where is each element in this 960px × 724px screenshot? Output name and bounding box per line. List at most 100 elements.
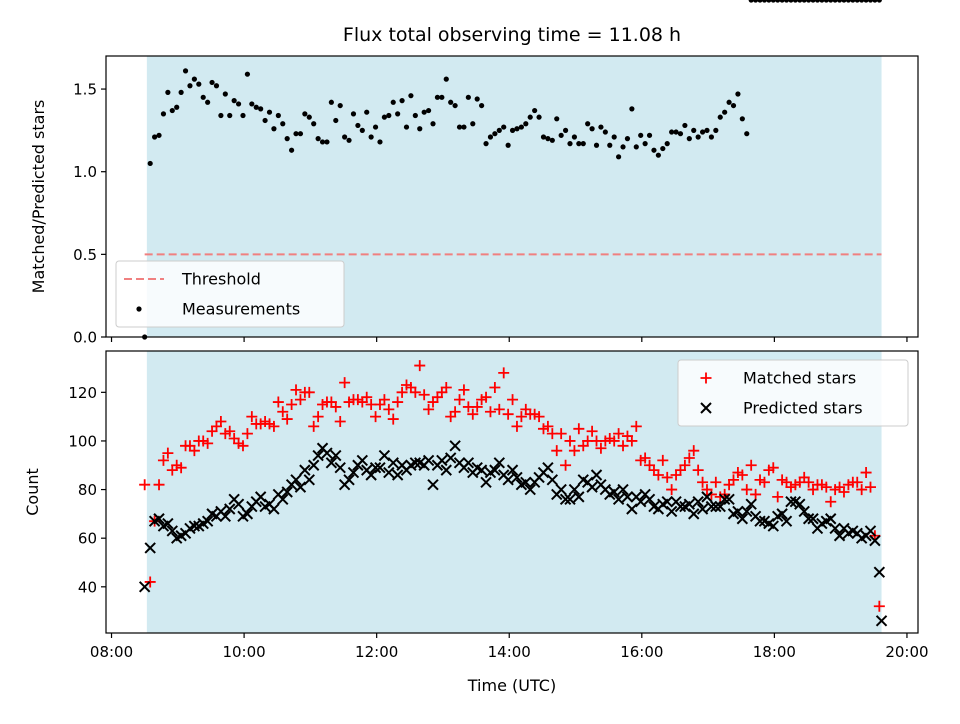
- predicted-stars-point: [661, 496, 673, 508]
- measurement-point: [554, 116, 560, 122]
- measurement-point: [624, 136, 631, 142]
- predicted-stars-point: [369, 461, 382, 474]
- count-panel: 40 60 80 100 120 08:00 10:00 12:00 14:00 16:00 18:…: [23, 351, 929, 661]
- measurement-point: [439, 94, 445, 100]
- predicted-stars-point: [688, 508, 700, 520]
- predicted-stars-point: [692, 496, 704, 508]
- matched-stars-point: [144, 576, 156, 588]
- measurement-point: [200, 94, 206, 100]
- matched-stars-point: [454, 394, 466, 406]
- measurement-point: [677, 131, 684, 137]
- matched-stars-point: [334, 416, 346, 427]
- predicted-stars-point: [776, 508, 788, 520]
- measurement-point: [607, 142, 613, 148]
- measurement-point: [284, 136, 290, 142]
- matched-stars-point: [224, 425, 236, 437]
- measurement-point: [699, 129, 706, 135]
- predicted-stars-point: [754, 515, 766, 527]
- measurement-point: [744, 131, 750, 137]
- predicted-stars-point: [546, 474, 559, 486]
- predicted-stars-point: [166, 525, 178, 537]
- measurement-point: [160, 111, 167, 117]
- predicted-stars-point: [153, 513, 165, 525]
- measurement-point: [381, 114, 387, 120]
- measurement-point: [372, 124, 379, 130]
- measurement-point: [324, 139, 330, 145]
- measurement-point: [779, 0, 785, 3]
- measurement-point: [315, 136, 321, 142]
- matched-stars-point: [820, 481, 832, 493]
- predicted-stars-point: [710, 500, 722, 513]
- predicted-stars-point: [511, 471, 523, 484]
- measurement-point: [761, 0, 768, 3]
- predicted-stars-point: [347, 466, 360, 479]
- matched-stars-point: [498, 367, 510, 379]
- matched-stars-point: [392, 396, 404, 408]
- measurement-point: [174, 104, 180, 110]
- legend-box: [677, 359, 909, 427]
- predicted-stars-point: [294, 481, 307, 493]
- predicted-stars-point: [436, 454, 448, 467]
- measurement-point: [487, 134, 494, 140]
- x-tick-label: 18:00: [753, 643, 796, 661]
- measurement-point: [549, 137, 555, 143]
- measurement-point: [651, 147, 657, 153]
- matched-stars-point: [864, 481, 876, 493]
- predicted-stars-point: [741, 505, 753, 518]
- matched-stars-point: [679, 459, 691, 471]
- measurement-point: [814, 0, 821, 3]
- measurement-point: [642, 141, 648, 147]
- matched-stars-point: [767, 462, 779, 474]
- measurement-point: [448, 99, 454, 105]
- matched-stars-point: [652, 469, 664, 481]
- matched-stars-point: [705, 488, 717, 500]
- measurement-point: [346, 137, 352, 143]
- measurement-point: [691, 127, 697, 133]
- x-tick-label: 10:00: [222, 643, 265, 661]
- matched-stars-point: [551, 445, 563, 457]
- matched-stars-point: [378, 394, 390, 406]
- predicted-stars-point: [864, 525, 877, 537]
- measurement-point: [479, 102, 485, 109]
- predicted-stars-point: [573, 491, 585, 503]
- matched-stars-point: [188, 445, 200, 457]
- predicted-stars-point: [277, 493, 289, 506]
- measurement-point: [726, 99, 732, 105]
- matched-stars-point: [489, 381, 501, 393]
- matched-stars-point: [692, 464, 704, 476]
- predicted-stars-point: [268, 503, 280, 515]
- predicted-stars-point: [665, 505, 678, 518]
- matched-stars-point: [387, 413, 399, 425]
- measurement-point: [766, 0, 772, 3]
- matched-stars-point: [268, 420, 280, 432]
- measurement-point: [403, 124, 410, 130]
- matched-stars-point: [750, 488, 762, 500]
- matched-stars-point: [471, 401, 483, 413]
- matched-stars-point: [838, 486, 850, 498]
- predicted-stars-point: [506, 464, 519, 476]
- measurement-point: [196, 81, 202, 87]
- predicted-stars-point: [555, 483, 567, 496]
- matched-stars-point: [484, 406, 496, 418]
- predicted-stars-point: [767, 520, 779, 532]
- matched-stars-point: [423, 403, 435, 415]
- predicted-stars-point: [299, 464, 311, 476]
- predicted-stars-point: [188, 520, 201, 532]
- predicted-stars-point: [586, 481, 598, 493]
- measurement-point: [655, 152, 661, 158]
- measurement-point: [417, 126, 423, 132]
- matched-stars-point: [772, 491, 784, 503]
- legend-label: Threshold: [181, 270, 261, 289]
- matched-stars-point: [533, 411, 545, 423]
- matched-stars-point: [745, 459, 757, 471]
- measurement-point: [801, 0, 807, 3]
- matched-stars-point: [467, 408, 479, 420]
- measurement-point: [806, 0, 812, 3]
- measurement-point: [293, 131, 299, 137]
- measurement-point: [412, 112, 418, 119]
- measurement-point: [187, 83, 193, 89]
- measurement-point: [602, 129, 608, 135]
- measurement-point: [311, 121, 317, 127]
